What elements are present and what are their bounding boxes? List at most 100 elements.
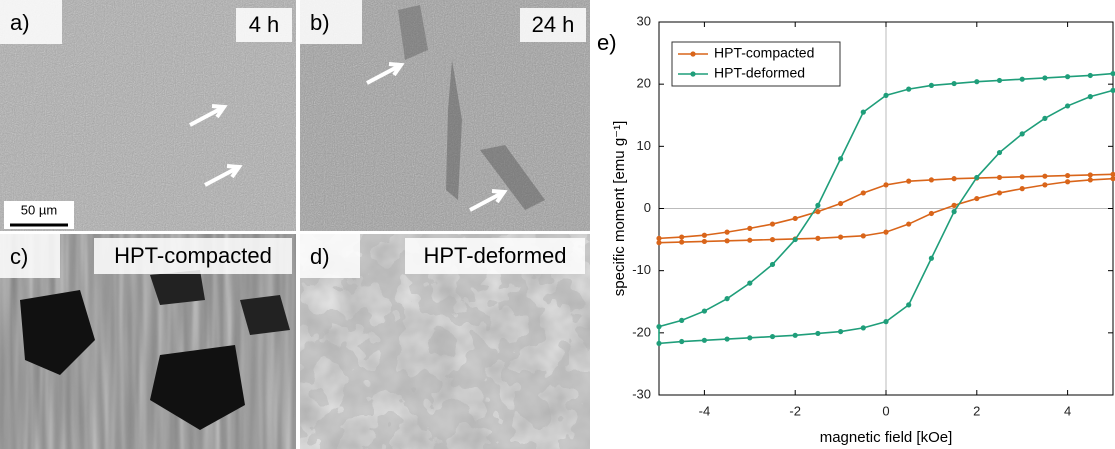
x-tick-label: 4 (1064, 403, 1071, 418)
point (1042, 173, 1048, 179)
point (1110, 171, 1115, 177)
panel-c: c) HPT-compacted (0, 234, 296, 449)
point (1019, 76, 1025, 82)
void (20, 290, 95, 375)
y-tick-label: 10 (637, 138, 651, 153)
y-tick-label: 0 (644, 200, 651, 215)
point (883, 229, 889, 235)
point (951, 80, 957, 87)
point (928, 177, 935, 183)
point (724, 238, 730, 244)
x-tick-label: -4 (699, 403, 711, 418)
panel-a: a) 4 h 50 µm (0, 0, 296, 231)
point (792, 215, 798, 222)
point (906, 302, 912, 308)
panel-title: HPT-deformed (423, 243, 566, 268)
point (815, 235, 821, 241)
y-tick-label: 30 (637, 13, 651, 28)
label-bg (300, 0, 362, 44)
y-tick-label: -10 (632, 262, 651, 277)
point (701, 337, 708, 343)
point (974, 195, 980, 202)
point (996, 190, 1003, 196)
point (1110, 87, 1115, 93)
point (860, 190, 866, 196)
panel-b: b) 24 h (300, 0, 590, 231)
point (996, 149, 1003, 156)
y-axis-label: specific moment [emu g⁻¹] (611, 121, 628, 296)
arrow (189, 104, 228, 127)
point (1110, 70, 1115, 77)
point (860, 325, 866, 331)
point (815, 330, 821, 337)
arrow (204, 164, 243, 187)
point (1042, 182, 1048, 188)
point (838, 156, 844, 162)
time-label: 4 h (249, 12, 280, 37)
point (815, 209, 821, 215)
point (1065, 74, 1071, 80)
point (747, 237, 753, 243)
point (792, 332, 798, 338)
legend-label: HPT-deformed (714, 65, 805, 81)
label-bg (520, 8, 586, 42)
y-tick-label: 20 (637, 76, 651, 91)
x-tick-label: -2 (789, 403, 801, 418)
point (951, 209, 957, 215)
y-tick-label: -30 (632, 386, 651, 401)
point (747, 225, 753, 231)
label-bg (0, 0, 62, 44)
panel-label: a) (10, 10, 30, 35)
void (150, 270, 205, 305)
point (1042, 115, 1048, 121)
panel-label: d) (310, 244, 330, 269)
scale-label: 50 µm (21, 202, 57, 217)
point (701, 308, 708, 314)
shadow (446, 60, 462, 200)
point (1087, 172, 1093, 178)
point (701, 238, 708, 245)
point (747, 335, 753, 341)
point (996, 174, 1003, 181)
point (883, 92, 889, 98)
point (1019, 174, 1025, 180)
point (838, 234, 844, 240)
void (150, 345, 245, 430)
label-bg (0, 234, 60, 278)
panel-label: b) (310, 10, 330, 35)
arrow (366, 62, 405, 85)
point (860, 109, 866, 115)
point (928, 210, 935, 217)
point (1110, 176, 1115, 182)
panel-label: e) (597, 30, 617, 55)
point (679, 338, 685, 345)
point (838, 200, 844, 207)
point (724, 296, 730, 302)
point (769, 261, 776, 268)
point (1087, 72, 1093, 79)
point (928, 82, 935, 89)
point (679, 317, 685, 323)
point (860, 233, 866, 239)
point (1065, 179, 1071, 185)
point (769, 236, 776, 243)
point (974, 79, 980, 85)
point (906, 221, 912, 227)
legend-box (671, 41, 841, 87)
x-axis-label: magnetic field [kOe] (820, 429, 953, 446)
point (951, 202, 957, 208)
shadow (398, 5, 428, 60)
panel-label: c) (10, 244, 28, 269)
point (656, 235, 662, 241)
panel-d: d) HPT-deformed (300, 234, 590, 449)
point (883, 182, 889, 188)
point (724, 336, 730, 342)
legend-label: HPT-compacted (714, 45, 814, 61)
legend-marker (690, 71, 696, 77)
point (1019, 186, 1025, 192)
point (951, 176, 957, 182)
point (679, 234, 685, 240)
point (974, 174, 980, 181)
